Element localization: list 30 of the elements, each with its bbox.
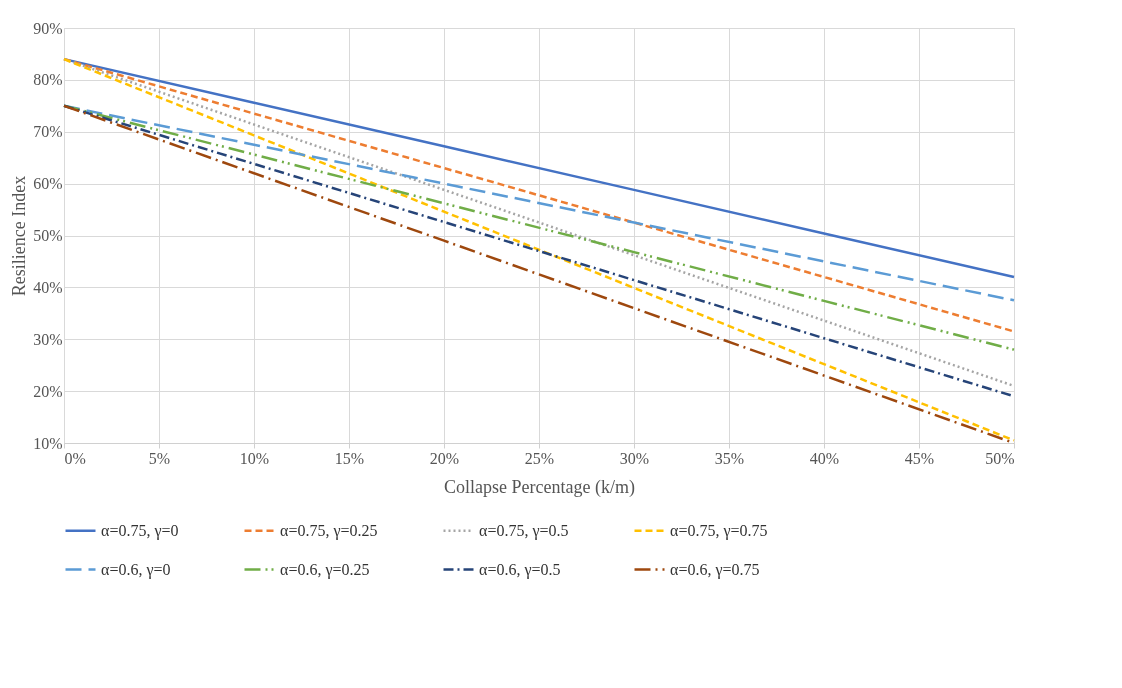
legend-label: α=0.75, γ=0.75 (670, 521, 768, 540)
y-tick-label: 20% (33, 382, 63, 400)
legend-label: α=0.75, γ=0 (101, 521, 179, 540)
y-tick-label: 30% (33, 330, 63, 348)
x-tick-label: 10% (239, 449, 270, 467)
x-tick-label: 50% (985, 449, 1015, 467)
x-tick-label: 30% (619, 449, 650, 467)
y-tick-label: 10% (33, 434, 63, 452)
y-tick-label: 40% (33, 278, 63, 296)
legend-label: α=0.75, γ=0.25 (280, 521, 378, 540)
y-tick-label: 80% (33, 71, 63, 89)
y-tick-label: 60% (33, 175, 63, 193)
legend-label: α=0.6, γ=0.75 (670, 560, 760, 579)
x-tick-label: 45% (904, 449, 935, 467)
x-tick-label: 40% (809, 449, 840, 467)
legend-label: α=0.6, γ=0 (101, 560, 171, 579)
x-tick-label: 25% (524, 449, 555, 467)
x-axis-title: Collapse Percentage (k/m) (444, 476, 635, 498)
legend-label: α=0.6, γ=0.25 (280, 560, 370, 579)
y-tick-label: 70% (33, 123, 63, 141)
x-tick-label: 5% (148, 449, 171, 467)
y-tick-label: 50% (33, 227, 63, 244)
x-tick-label: 35% (714, 449, 745, 467)
y-axis-title: Resilience Index (9, 175, 30, 297)
x-tick-label: 15% (334, 449, 365, 467)
x-tick-label: 0% (64, 449, 86, 467)
legend-label: α=0.75, γ=0.5 (479, 521, 569, 540)
legend-label: α=0.6, γ=0.5 (479, 560, 561, 579)
x-tick-label: 20% (429, 449, 460, 467)
y-tick-label: 90% (33, 19, 63, 37)
